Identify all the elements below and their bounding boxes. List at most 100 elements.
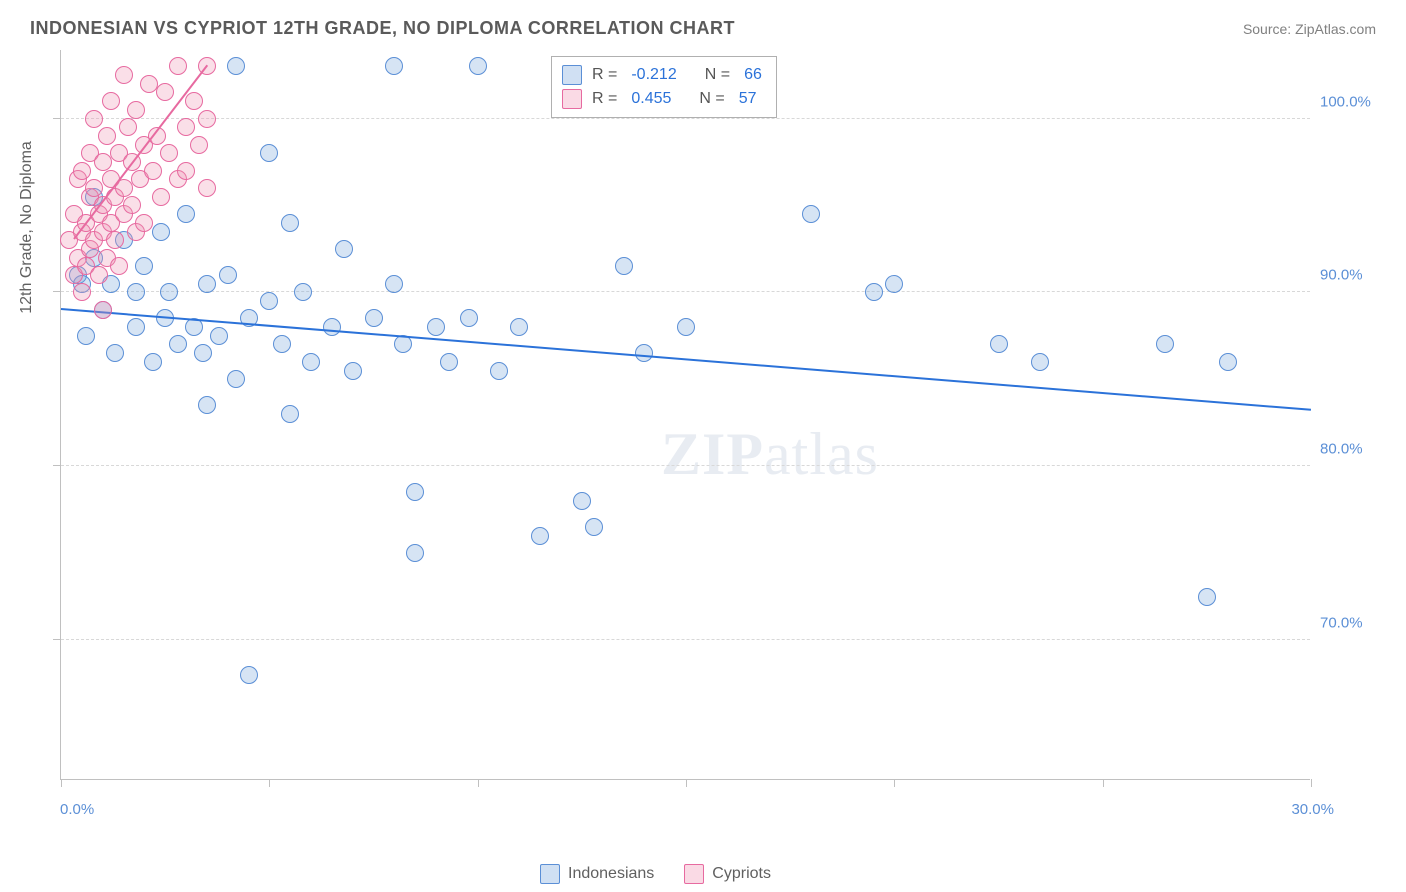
data-point (635, 344, 653, 362)
data-point (335, 240, 353, 258)
data-point (144, 162, 162, 180)
swatch-pink-icon (684, 864, 704, 884)
data-point (135, 214, 153, 232)
data-point (123, 196, 141, 214)
legend-item-cypriots: Cypriots (684, 864, 771, 884)
data-point (344, 362, 362, 380)
data-point (460, 309, 478, 327)
y-axis-title: 12th Grade, No Diploma (18, 141, 36, 314)
data-point (198, 110, 216, 128)
y-tick (53, 118, 61, 119)
data-point (177, 118, 195, 136)
x-tick (894, 779, 895, 787)
data-point (102, 92, 120, 110)
data-point (94, 153, 112, 171)
n-label: N = (705, 66, 730, 84)
data-point (1031, 353, 1049, 371)
x-axis-min-label: 0.0% (60, 801, 94, 818)
n-value-pink: 57 (739, 90, 757, 108)
data-point (1219, 353, 1237, 371)
data-point (615, 257, 633, 275)
data-point (185, 92, 203, 110)
data-point (73, 283, 91, 301)
source-label: Source: ZipAtlas.com (1243, 21, 1376, 37)
chart-title: INDONESIAN VS CYPRIOT 12TH GRADE, NO DIP… (30, 18, 735, 39)
data-point (177, 205, 195, 223)
data-point (365, 309, 383, 327)
data-point (273, 335, 291, 353)
data-point (385, 57, 403, 75)
data-point (119, 118, 137, 136)
data-point (1156, 335, 1174, 353)
data-point (98, 127, 116, 145)
data-point (294, 283, 312, 301)
data-point (227, 57, 245, 75)
data-point (152, 223, 170, 241)
x-tick (686, 779, 687, 787)
data-point (190, 136, 208, 154)
data-point (177, 162, 195, 180)
data-point (885, 275, 903, 293)
x-tick (1103, 779, 1104, 787)
data-point (490, 362, 508, 380)
data-point (152, 188, 170, 206)
data-point (510, 318, 528, 336)
data-point (85, 179, 103, 197)
r-value-pink: 0.455 (631, 90, 671, 108)
data-point (281, 405, 299, 423)
swatch-blue-icon (562, 65, 582, 85)
data-point (127, 318, 145, 336)
watermark: ZIPatlas (661, 420, 879, 489)
r-value-blue: -0.212 (631, 66, 676, 84)
x-tick (269, 779, 270, 787)
data-point (110, 257, 128, 275)
swatch-blue-icon (540, 864, 560, 884)
legend-item-indonesians: Indonesians (540, 864, 654, 884)
y-tick (53, 465, 61, 466)
r-label: R = (592, 90, 617, 108)
data-point (260, 144, 278, 162)
data-point (127, 283, 145, 301)
data-point (90, 266, 108, 284)
data-point (198, 396, 216, 414)
legend-row-pink: R = 0.455 N = 57 (562, 87, 762, 111)
data-point (802, 205, 820, 223)
gridline (61, 639, 1310, 640)
data-point (106, 344, 124, 362)
data-point (160, 144, 178, 162)
data-point (127, 101, 145, 119)
data-point (198, 179, 216, 197)
data-point (302, 353, 320, 371)
data-point (573, 492, 591, 510)
data-point (160, 283, 178, 301)
y-tick-label: 70.0% (1320, 614, 1380, 631)
data-point (140, 75, 158, 93)
data-point (531, 527, 549, 545)
data-point (323, 318, 341, 336)
legend-stats: R = -0.212 N = 66 R = 0.455 N = 57 (551, 56, 777, 118)
data-point (677, 318, 695, 336)
data-point (406, 544, 424, 562)
data-point (73, 162, 91, 180)
x-axis-max-label: 30.0% (1291, 801, 1334, 818)
y-tick (53, 291, 61, 292)
legend-series: Indonesians Cypriots (540, 864, 771, 884)
x-tick (1311, 779, 1312, 787)
data-point (440, 353, 458, 371)
data-point (115, 66, 133, 84)
y-tick-label: 90.0% (1320, 267, 1380, 284)
data-point (194, 344, 212, 362)
gridline (61, 291, 1310, 292)
plot-area: ZIPatlas R = -0.212 N = 66 R = 0.455 N =… (60, 50, 1310, 780)
swatch-pink-icon (562, 89, 582, 109)
data-point (281, 214, 299, 232)
data-point (135, 257, 153, 275)
data-point (198, 275, 216, 293)
data-point (427, 318, 445, 336)
data-point (85, 110, 103, 128)
y-tick (53, 639, 61, 640)
data-point (406, 483, 424, 501)
data-point (260, 292, 278, 310)
data-point (865, 283, 883, 301)
data-point (169, 57, 187, 75)
